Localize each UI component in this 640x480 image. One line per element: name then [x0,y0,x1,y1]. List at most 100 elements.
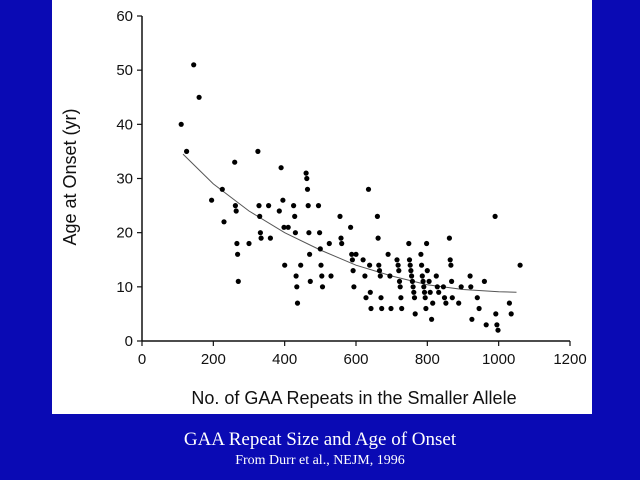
data-point [449,295,455,301]
data-point [456,300,462,306]
data-point [406,257,413,263]
data-point [376,262,382,268]
data-point [494,322,500,328]
data-point [267,235,273,241]
data-point [305,203,311,209]
data-point [492,213,498,219]
data-point [410,284,416,290]
data-point [419,273,425,279]
data-point [418,251,424,257]
data-point [306,230,312,236]
y-tick-label: 10 [116,279,133,296]
data-point [376,268,383,274]
y-tick-label: 20 [116,225,133,242]
data-point [304,186,311,192]
data-point [429,316,435,322]
data-point [493,311,499,317]
data-point [184,148,190,154]
data-point [337,213,343,219]
data-point [421,284,427,290]
data-point [349,251,355,257]
x-axis-title: No. of GAA Repeats in the Smaller Allele [191,388,516,408]
data-point [474,295,480,301]
data-point [280,197,286,203]
trend-line [182,153,517,293]
data-point [395,262,401,268]
data-point [426,278,432,284]
data-point [468,284,474,290]
data-point [256,203,262,209]
data-point [255,148,261,154]
data-point [365,186,372,192]
data-point [317,246,323,252]
data-point [281,224,287,230]
data-point [363,295,369,301]
data-point [388,305,394,312]
data-point [379,305,385,312]
data-point [495,327,501,333]
data-point [458,284,464,290]
scatter-chart: 0 200 400 600 800 1000 1200 0 10 20 30 40 50 60 No. o… [60,8,587,408]
data-point [362,273,368,279]
data-point [367,262,373,268]
data-point [433,273,439,279]
data-point [178,121,184,127]
data-point [420,278,426,284]
data-point [385,251,391,257]
data-point [449,278,455,284]
data-point [399,305,405,312]
data-point [285,224,291,230]
data-point [360,257,366,263]
data-point [219,186,225,192]
data-point [375,235,381,241]
data-point [377,273,383,279]
data-point [406,240,412,247]
data-point [278,165,284,171]
data-point [407,262,413,268]
data-point [266,203,272,209]
data-point [292,230,298,236]
data-point [387,273,393,279]
slide-caption-source: From Durr et al., NEJM, 1996 [235,453,405,468]
data-point [303,170,309,176]
chart-ticks: 0 200 400 600 800 1000 1200 0 10 20 30 40 50 60 [116,8,586,368]
y-tick-label: 30 [116,171,133,188]
data-point [423,305,429,312]
x-tick-label: 800 [415,351,440,368]
data-point [315,203,322,209]
data-point [397,284,403,290]
data-point [409,278,415,284]
x-tick-label: 600 [343,351,368,368]
data-point [398,295,404,301]
data-point [378,295,384,301]
data-points [178,62,523,333]
x-tick-label: 1000 [482,351,515,368]
y-axis-title: Age at Onset (yr) [60,108,80,245]
data-point [282,262,288,268]
y-tick-label: 60 [116,8,133,25]
data-point [209,197,215,203]
data-point [368,305,374,312]
data-point [448,262,454,268]
y-tick-label: 0 [125,333,133,350]
data-point [294,300,301,306]
data-point [328,273,334,279]
data-point [235,251,241,257]
data-point [307,251,313,257]
data-point [419,262,425,268]
data-point [396,278,403,284]
data-point [508,311,514,317]
data-point [411,295,418,301]
x-tick-label: 0 [138,351,146,368]
data-point [276,208,282,214]
data-point [339,240,345,247]
data-point [467,273,473,279]
data-point [421,289,428,295]
y-tick-label: 50 [116,62,133,79]
data-point [412,311,418,317]
data-point [441,295,448,301]
data-point [317,230,323,236]
data-point [350,268,356,274]
data-point [436,289,442,295]
x-tick-label: 400 [272,351,297,368]
